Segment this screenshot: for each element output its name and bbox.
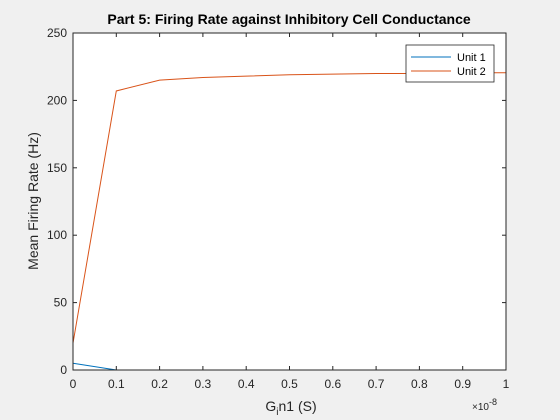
y-ticks: 0 50 100 150 200 250 xyxy=(47,26,506,377)
x-tick-label: 0.4 xyxy=(238,377,255,391)
chart-title: Part 5: Firing Rate against Inhibitory C… xyxy=(107,11,470,27)
y-tick-label: 50 xyxy=(54,296,68,310)
y-axis-label: Mean Firing Rate (Hz) xyxy=(25,132,41,270)
x-tick-label: 0.1 xyxy=(108,377,125,391)
y-tick-label: 0 xyxy=(60,363,67,377)
x-tick-label: 0.7 xyxy=(368,377,385,391)
x-tick-label: 0.5 xyxy=(281,377,298,391)
y-tick-label: 250 xyxy=(47,26,67,40)
legend-label-unit-2: Unit 2 xyxy=(457,66,486,78)
x-ticks: 0 0.1 0.2 0.3 0.4 0.5 0.6 0.7 0.8 0.9 1 xyxy=(70,33,510,391)
x-axis-exponent: ×10-8 xyxy=(472,397,497,413)
x-exponent-power: -8 xyxy=(489,397,497,407)
legend: Unit 1 Unit 2 xyxy=(405,44,495,83)
x-tick-label: 0.2 xyxy=(151,377,168,391)
x-tick-label: 1 xyxy=(503,377,510,391)
plot-area xyxy=(73,33,506,370)
x-tick-label: 0.9 xyxy=(454,377,471,391)
x-exponent-base: ×10 xyxy=(472,402,489,413)
y-tick-label: 100 xyxy=(47,228,67,242)
svg-text:×10-8: ×10-8 xyxy=(472,397,497,413)
x-tick-label: 0.3 xyxy=(195,377,212,391)
x-tick-label: 0 xyxy=(70,377,77,391)
x-tick-label: 0.6 xyxy=(324,377,341,391)
x-axis-label: Gin1 (S) xyxy=(265,398,316,418)
legend-box xyxy=(405,44,495,83)
y-tick-label: 150 xyxy=(47,161,67,175)
y-tick-label: 200 xyxy=(47,93,67,107)
x-tick-label: 0.8 xyxy=(411,377,428,391)
legend-label-unit-1: Unit 1 xyxy=(457,52,486,64)
